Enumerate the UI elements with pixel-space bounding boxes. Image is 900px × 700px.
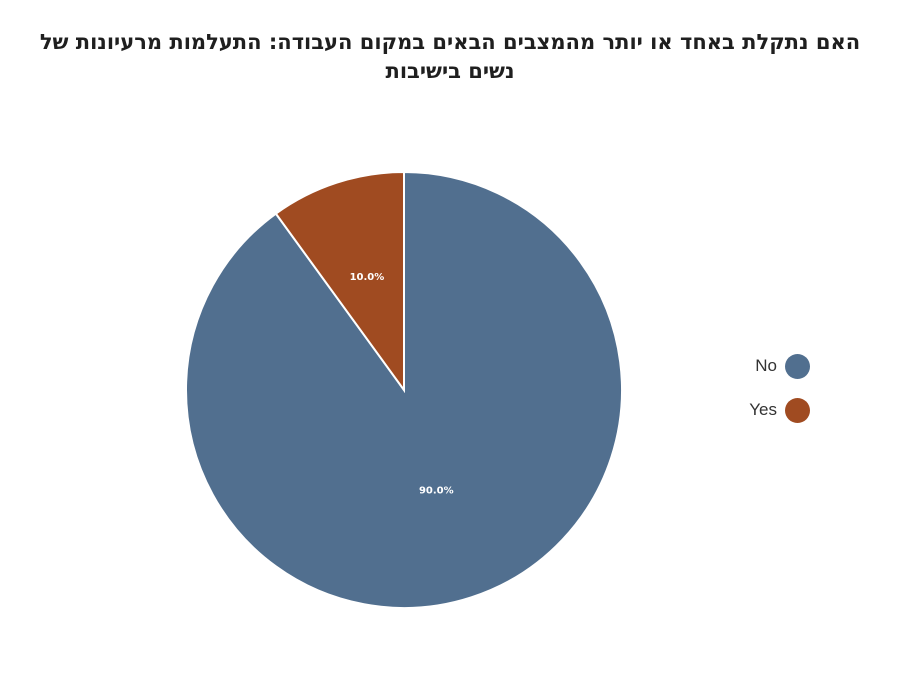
legend-label-yes: Yes — [749, 400, 777, 419]
legend-item-no[interactable]: No — [700, 352, 810, 380]
chart-title: האם נתקלת באחד או יותר מהמצבים הבאים במק… — [39, 30, 861, 83]
legend-swatch-no — [785, 353, 810, 379]
slice-label-yes: 10.0% — [350, 272, 385, 283]
legend: No Yes — [700, 352, 810, 440]
slice-label-no: 90.0% — [419, 486, 454, 497]
legend-item-yes[interactable]: Yes — [700, 396, 810, 424]
pie-slice-yes[interactable] — [274, 170, 405, 394]
legend-label-no: No — [755, 356, 777, 375]
pie-slices — [185, 170, 623, 609]
legend-swatch-yes — [785, 397, 810, 423]
pie-slice-labels: 90.0% 10.0% — [350, 272, 454, 497]
